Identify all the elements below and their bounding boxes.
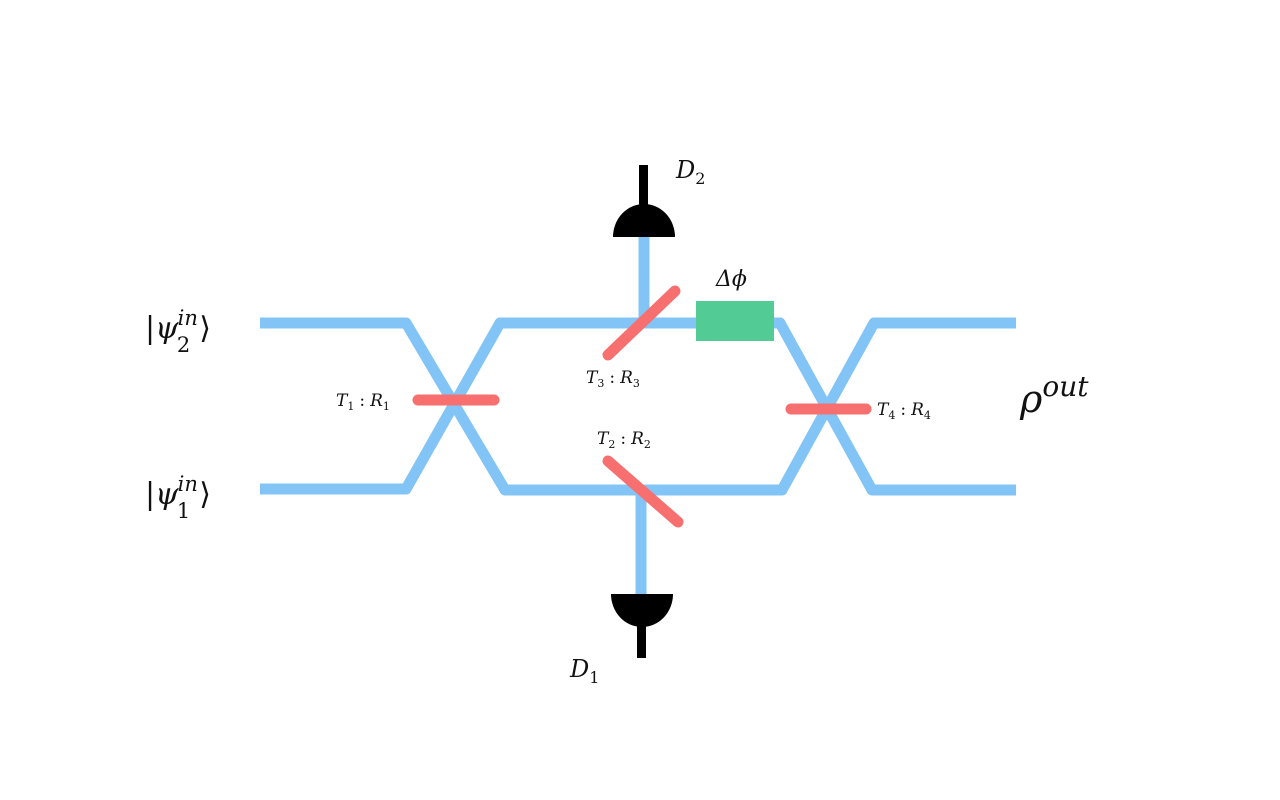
beam-splitter-label-3: T3: R3 (586, 368, 640, 390)
input-label-psi1: |ψin 1 ⟩ (145, 472, 211, 523)
detector-d2-body (613, 204, 675, 237)
detector-d2 (613, 165, 675, 237)
detector-d1 (611, 594, 673, 658)
detector-label-d2: D2 (675, 156, 705, 188)
beam-splitter-2 (602, 455, 684, 528)
detector-label-d1: D1 (569, 655, 599, 687)
beam-splitters (412, 285, 872, 528)
input-label-psi2: |ψin 2 ⟩ (145, 306, 211, 357)
detector-d1-stem (637, 622, 646, 658)
output-label-rho: ρout (1019, 370, 1089, 421)
beam-splitter-3 (602, 285, 681, 361)
beam-splitter-label-4: T4: R4 (877, 400, 931, 422)
beam-splitter-label-1: T1: R1 (336, 391, 390, 413)
phase-shifter (696, 301, 774, 341)
detector-d2-stem (639, 165, 648, 207)
phase-shifter-label: Δϕ (715, 267, 747, 292)
beam-splitter-label-2: T2: R2 (597, 429, 651, 451)
detector-d1-body (611, 594, 673, 627)
